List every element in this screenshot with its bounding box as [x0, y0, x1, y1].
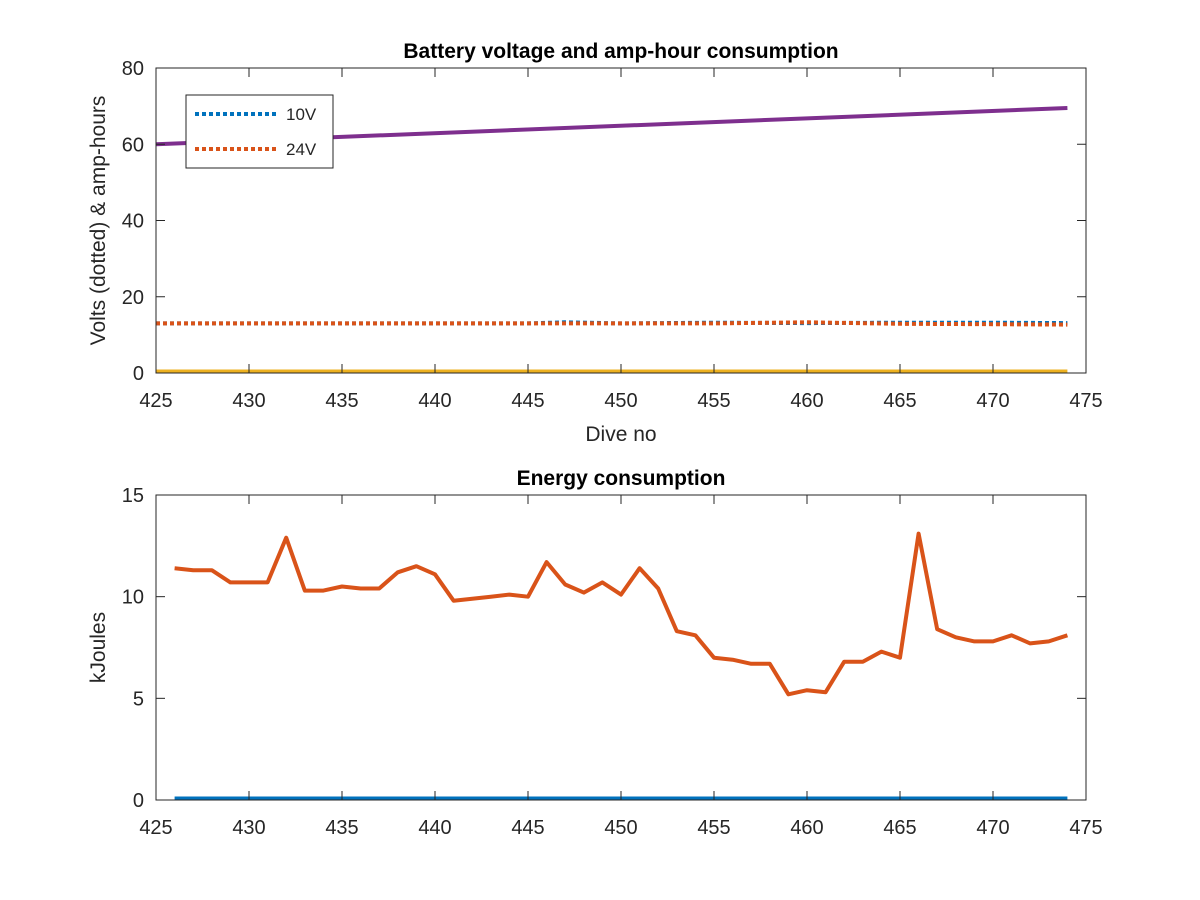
x-tick-label: 470 [976, 390, 1009, 412]
x-tick-label: 435 [325, 390, 358, 412]
x-tick-label: 460 [790, 390, 823, 412]
series-line-24v [156, 320, 1068, 327]
y-tick-label: 15 [122, 485, 144, 507]
x-tick-label: 470 [976, 817, 1009, 839]
x-tick-label: 430 [232, 390, 265, 412]
x-tick-label: 455 [697, 817, 730, 839]
x-tick-label: 465 [883, 817, 916, 839]
x-tick-label: 475 [1069, 390, 1102, 412]
series-line-1 [174, 531, 1069, 697]
legend: 10V 24V [185, 94, 334, 169]
x-tick-label: 440 [418, 390, 451, 412]
x-tick-label: 425 [139, 390, 172, 412]
x-tick-label: 465 [883, 390, 916, 412]
y-tick-label: 5 [133, 688, 144, 710]
y-tick-label: 80 [122, 58, 144, 80]
x-tick-label: 460 [790, 817, 823, 839]
subplot-energy: 425 430 435 440 445 450 455 460 465 470 475 0 5 10 15 E… [87, 467, 1103, 839]
series-group [174, 531, 1069, 800]
legend-label-24v: 24V [286, 140, 317, 159]
legend-label-10v: 10V [286, 105, 317, 124]
x-tick-label: 455 [697, 390, 730, 412]
y-tick-label: 0 [133, 790, 144, 812]
subplot-battery: 425 430 435 440 445 450 455 460 465 470 475 0 20 40 60… [87, 40, 1103, 446]
y-tick-label: 40 [122, 211, 144, 233]
y-tick-label: 20 [122, 287, 144, 309]
x-tick-label: 440 [418, 817, 451, 839]
chart-title: Energy consumption [517, 467, 726, 490]
plot-area [156, 495, 1086, 800]
x-tick-label: 445 [511, 817, 544, 839]
chart-title: Battery voltage and amp-hour consumption [403, 40, 838, 63]
x-tick-label: 445 [511, 390, 544, 412]
x-tick-label: 450 [604, 390, 637, 412]
x-axis-label: Dive no [585, 423, 656, 446]
y-axis-label: Volts (dotted) & amp-hours [87, 96, 110, 346]
x-tick-label: 475 [1069, 817, 1102, 839]
x-tick-label: 425 [139, 817, 172, 839]
legend-box [185, 94, 334, 169]
x-tick-label: 430 [232, 817, 265, 839]
x-tick-label: 435 [325, 817, 358, 839]
x-tick-label: 450 [604, 817, 637, 839]
y-tick-label: 60 [122, 134, 144, 156]
y-axis-label: kJoules [87, 612, 110, 683]
y-tick-label: 10 [122, 587, 144, 609]
y-tick-label: 0 [133, 363, 144, 385]
